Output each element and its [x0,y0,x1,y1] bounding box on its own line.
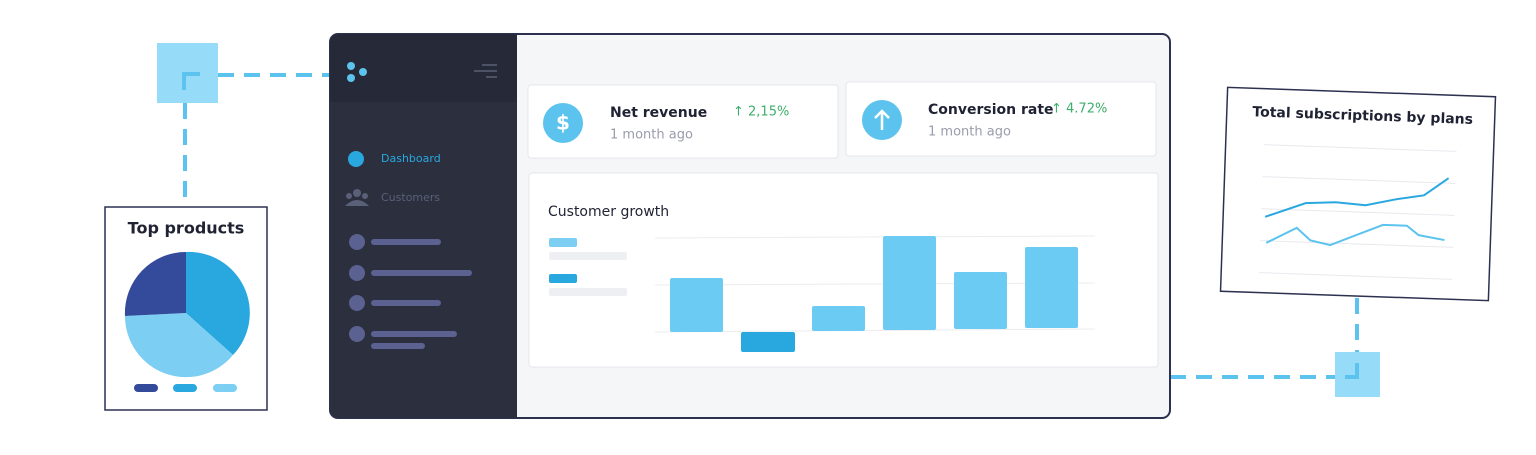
card-title: Top products [128,219,245,238]
logo-dot [347,62,355,70]
placeholder-bar [371,343,425,349]
left-connector [183,73,330,207]
placeholder-dot [349,295,365,311]
placeholder-dot [349,326,365,342]
bar [1025,247,1078,328]
stat-subtitle: 1 month ago [928,125,1011,140]
placeholder-bar [371,239,441,245]
sidebar-header [330,34,517,102]
stat-icon [543,103,583,143]
pie-slice [186,251,250,355]
card-frame [1219,86,1497,302]
stat-change: ↑ 4.72% [1051,102,1107,117]
corner-mark [1345,363,1359,379]
legend-pill [213,384,237,392]
pie-slice [124,251,186,316]
corner-mark [182,72,200,90]
menu-icon[interactable] [474,64,497,78]
app-window: Dashboard Customers $ Net revenue ↑ 2,15… [329,33,1171,419]
logo-dot [359,68,367,76]
bar [670,278,723,332]
stat-subtitle: 1 month ago [610,128,693,143]
placeholder-bar [371,300,441,306]
bar [954,272,1007,329]
icon-part [353,189,361,197]
legend-swatch [549,238,577,247]
right-connector [1170,298,1359,379]
icon-glyph: $ [556,111,570,135]
grid [1259,144,1457,280]
stat-title: Conversion rate [928,102,1054,118]
arrow-glyph [874,109,890,130]
grid-line [1261,208,1455,216]
line [1265,223,1445,247]
logo-dot [347,74,355,82]
panel-title: Customer growth [548,204,669,220]
icon-part [345,200,369,206]
grid-line [1262,176,1456,184]
pie-slice [124,313,233,378]
bar [883,236,936,330]
subscriptions-card: Total subscriptions by plans [1219,86,1497,302]
legend-pill [134,384,158,392]
top-products-card: Top products [104,206,268,411]
legend-swatch [549,274,577,283]
stat-card [845,81,1157,157]
line [1264,177,1450,218]
nav-item[interactable]: Dashboard [381,152,441,165]
grid [654,235,1096,333]
grid-line [1260,240,1454,248]
bar [741,332,795,352]
legend-pill [173,384,197,392]
icon-part [346,193,352,199]
stat-title: Net revenue [610,105,707,121]
nav-icon [345,189,369,206]
card-title: Total subscriptions by plans [1252,104,1473,128]
nav-placeholders [349,234,472,349]
stat-change: ↑ 2,15% [733,105,789,120]
placeholder-dot [349,234,365,250]
grid-line [654,235,1096,239]
placeholder-bar [371,331,457,337]
grid-line [654,282,1096,286]
grid-line [1259,272,1453,280]
legend-placeholder [549,252,627,260]
bar [812,306,865,331]
stat-card [527,84,839,159]
nav-item[interactable]: Customers [381,191,440,204]
sidebar [330,34,517,418]
grid-line [1263,144,1457,152]
icon-part [362,193,368,199]
placeholder-dot [349,265,365,281]
grid-line [654,328,1096,333]
legend-placeholder [549,288,627,296]
placeholder-bar [371,270,472,276]
nav-icon [348,151,364,167]
